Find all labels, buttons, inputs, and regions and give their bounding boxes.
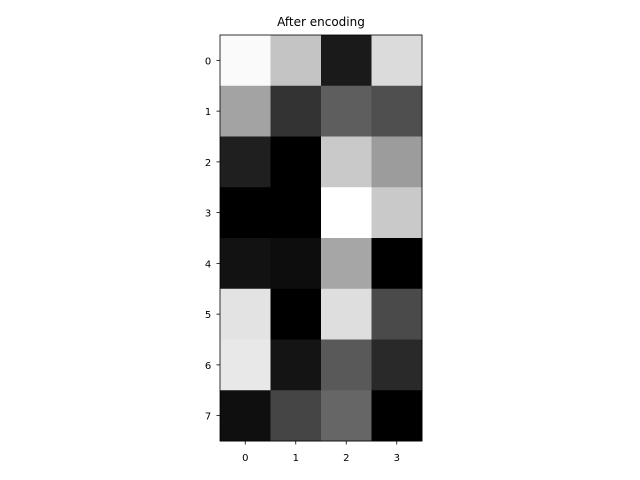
heatmap-cell-r5-c2	[321, 288, 372, 340]
heatmap-cell-r6-c2	[321, 339, 372, 391]
heatmap-cell-r0-c0	[220, 35, 271, 87]
y-axis: 0 1 2 3 4 5 6 7	[205, 56, 220, 423]
heatmap-cell-r2-c2	[321, 136, 372, 188]
heatmap-cell-r1-c3	[371, 85, 423, 137]
heatmap-cell-r0-c2	[321, 35, 372, 87]
heatmap-cell-r0-c1	[270, 35, 322, 87]
y-tick-label-5: 5	[205, 310, 211, 321]
heatmap-cell-r2-c3	[371, 136, 423, 188]
x-axis: 0 1 2 3	[242, 441, 400, 464]
plot-frame	[219, 34, 423, 442]
heatmap-cell-r4-c0	[220, 238, 271, 290]
heatmap-cell-r7-c1	[270, 390, 322, 442]
heatmap-cell-r1-c2	[321, 85, 372, 137]
y-tick-label-6: 6	[205, 361, 211, 372]
y-tick-label-4: 4	[205, 259, 211, 270]
y-tick-label-0: 0	[205, 56, 211, 67]
heatmap-cell-r5-c0	[220, 288, 271, 340]
heatmap-cells	[220, 35, 423, 442]
heatmap-cell-r3-c3	[371, 187, 423, 239]
chart-title: After encoding	[277, 15, 365, 29]
x-tick-label-0: 0	[242, 453, 248, 464]
heatmap-cell-r3-c1	[270, 187, 322, 239]
y-tick-label-1: 1	[205, 107, 211, 118]
heatmap-cell-r4-c1	[270, 238, 322, 290]
y-tick-label-7: 7	[205, 412, 211, 423]
heatmap-cell-r7-c2	[321, 390, 372, 442]
heatmap-cell-r2-c0	[220, 136, 271, 188]
heatmap-cell-r2-c1	[270, 136, 322, 188]
heatmap-cell-r1-c1	[270, 85, 322, 137]
heatmap-cell-r0-c3	[371, 35, 423, 87]
x-tick-label-3: 3	[394, 453, 400, 464]
y-tick-label-2: 2	[205, 158, 211, 169]
heatmap-cell-r1-c0	[220, 85, 271, 137]
heatmap-cell-r6-c1	[270, 339, 322, 391]
heatmap-cell-r3-c0	[220, 187, 271, 239]
heatmap-cell-r3-c2	[321, 187, 372, 239]
x-tick-label-1: 1	[293, 453, 299, 464]
x-tick-label-2: 2	[343, 453, 349, 464]
heatmap-cell-r5-c3	[371, 288, 423, 340]
heatmap-cell-r4-c2	[321, 238, 372, 290]
heatmap-cell-r6-c3	[371, 339, 423, 391]
heatmap-cell-r7-c3	[371, 390, 423, 442]
heatmap-cell-r7-c0	[220, 390, 271, 442]
heatmap-cell-r4-c3	[371, 238, 423, 290]
y-tick-label-3: 3	[205, 209, 211, 220]
heatmap-cell-r5-c1	[270, 288, 322, 340]
heatmap-cell-r6-c0	[220, 339, 271, 391]
